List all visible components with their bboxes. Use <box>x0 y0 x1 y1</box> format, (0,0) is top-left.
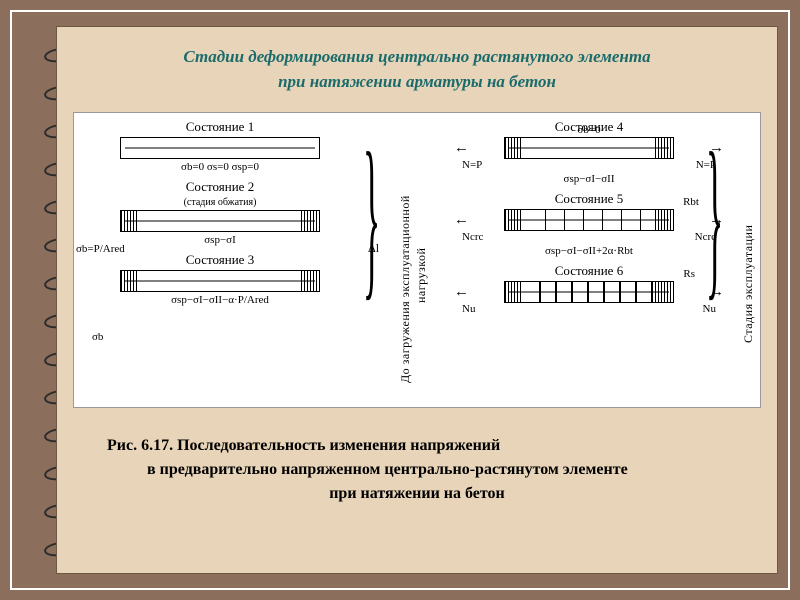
figure-left-column: Состояние 1 σb=0 σs=0 σsp=0 Состояние 2 … <box>80 113 360 407</box>
state-1-label: Состояние 1 <box>80 119 360 135</box>
state-3-formula: σsp−σI−σII−α·P/Ared <box>80 294 360 306</box>
outer-frame: Стадии деформирования центрально растяну… <box>10 10 790 590</box>
beam-state-6: Rs <box>504 281 674 303</box>
rebar-icon <box>125 281 315 282</box>
state-5-beam-row: ← Rbt → <box>454 209 724 231</box>
arrow-left-icon: ← <box>454 285 469 300</box>
state-5-force-left: Ncrc <box>462 231 483 243</box>
state-4-force-left: N=P <box>462 159 482 171</box>
rebar-icon <box>509 220 669 221</box>
figure-right-column: Состояние 4 ← σb=0 → N=P N=P σsp−σI−σII <box>454 113 724 407</box>
caption-prefix: Рис. 6.17. <box>107 437 177 454</box>
state-6-beam-row: ← Rs → <box>454 281 724 303</box>
state-1-formula: σb=0 σs=0 σsp=0 <box>80 161 360 173</box>
title-block: Стадии деформирования центрально растяну… <box>57 27 777 108</box>
figure-area: Состояние 1 σb=0 σs=0 σsp=0 Состояние 2 … <box>73 112 761 408</box>
caption-line-1: Рис. 6.17. Последовательность изменения … <box>107 434 727 458</box>
vertical-label-left-a: До загружения эксплуатационной <box>398 143 413 383</box>
rebar-icon <box>509 292 669 293</box>
state-6-end-tag: Rs <box>683 268 695 280</box>
vertical-label-right: Стадия эксплуатации <box>741 183 756 343</box>
caption-line-2: в предварительно напряженном центрально-… <box>107 458 727 482</box>
state-5-formula: σsp−σI−σII+2α·Rbt <box>454 245 724 257</box>
state-4-formula: σsp−σI−σII <box>454 173 724 185</box>
beam-state-2 <box>120 210 320 232</box>
state-3-beam-row <box>80 270 360 292</box>
rebar-icon <box>125 221 315 222</box>
beam-state-3 <box>120 270 320 292</box>
vertical-label-left-b: нагрузкой <box>414 223 429 303</box>
state-2-sublabel: (стадия обжатия) <box>80 197 360 208</box>
state-4-top-tag: σb=0 <box>577 124 600 136</box>
state-2-label: Состояние 2 <box>80 179 360 195</box>
beam-state-5: Rbt <box>504 209 674 231</box>
arrow-left-icon: ← <box>454 213 469 228</box>
title-line-2: при натяжении арматуры на бетон <box>77 70 757 95</box>
state-4-beam-row: ← σb=0 → <box>454 137 724 159</box>
caption-line-3: при натяжении на бетон <box>107 482 727 506</box>
slide-panel: Стадии деформирования центрально растяну… <box>56 26 778 574</box>
state-6-force-left: Nu <box>462 303 475 315</box>
figure-caption: Рис. 6.17. Последовательность изменения … <box>57 408 777 506</box>
title-line-1: Стадии деформирования центрально растяну… <box>77 45 757 70</box>
beam-state-1 <box>120 137 320 159</box>
state-2-beam-row <box>80 210 360 232</box>
sigma-b-side-2: σb=P/Ared <box>76 243 125 255</box>
rebar-icon <box>125 148 315 149</box>
state-1-beam-row <box>80 137 360 159</box>
rebar-icon <box>509 148 669 149</box>
arrow-left-icon: ← <box>454 141 469 156</box>
brace-left-icon: } <box>363 128 380 308</box>
caption-text-1: Последовательность изменения напряжений <box>177 437 500 454</box>
state-5-end-tag: Rbt <box>683 196 699 208</box>
beam-state-4: σb=0 <box>504 137 674 159</box>
sigma-b-side-3: σb <box>92 331 103 343</box>
brace-right-icon: } <box>706 128 723 308</box>
